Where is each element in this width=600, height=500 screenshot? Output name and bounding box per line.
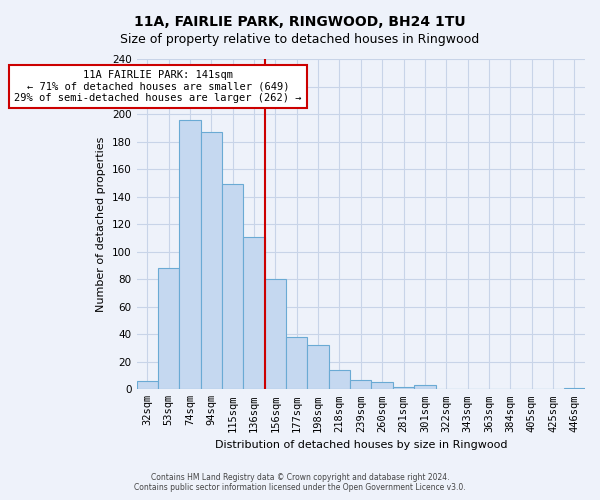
- Bar: [329, 370, 350, 390]
- Text: 11A, FAIRLIE PARK, RINGWOOD, BH24 1TU: 11A, FAIRLIE PARK, RINGWOOD, BH24 1TU: [134, 15, 466, 29]
- Bar: [286, 337, 307, 390]
- Bar: [563, 388, 585, 390]
- Bar: [414, 385, 436, 390]
- Bar: [307, 346, 329, 390]
- Bar: [179, 120, 200, 390]
- Bar: [244, 236, 265, 390]
- Bar: [371, 382, 393, 390]
- Bar: [265, 279, 286, 390]
- Text: Contains HM Land Registry data © Crown copyright and database right 2024.
Contai: Contains HM Land Registry data © Crown c…: [134, 473, 466, 492]
- Bar: [222, 184, 244, 390]
- X-axis label: Distribution of detached houses by size in Ringwood: Distribution of detached houses by size …: [215, 440, 507, 450]
- Text: Size of property relative to detached houses in Ringwood: Size of property relative to detached ho…: [121, 32, 479, 46]
- Y-axis label: Number of detached properties: Number of detached properties: [97, 136, 106, 312]
- Bar: [137, 381, 158, 390]
- Bar: [350, 380, 371, 390]
- Text: 11A FAIRLIE PARK: 141sqm
← 71% of detached houses are smaller (649)
29% of semi-: 11A FAIRLIE PARK: 141sqm ← 71% of detach…: [14, 70, 302, 103]
- Bar: [200, 132, 222, 390]
- Bar: [158, 268, 179, 390]
- Bar: [393, 386, 414, 390]
